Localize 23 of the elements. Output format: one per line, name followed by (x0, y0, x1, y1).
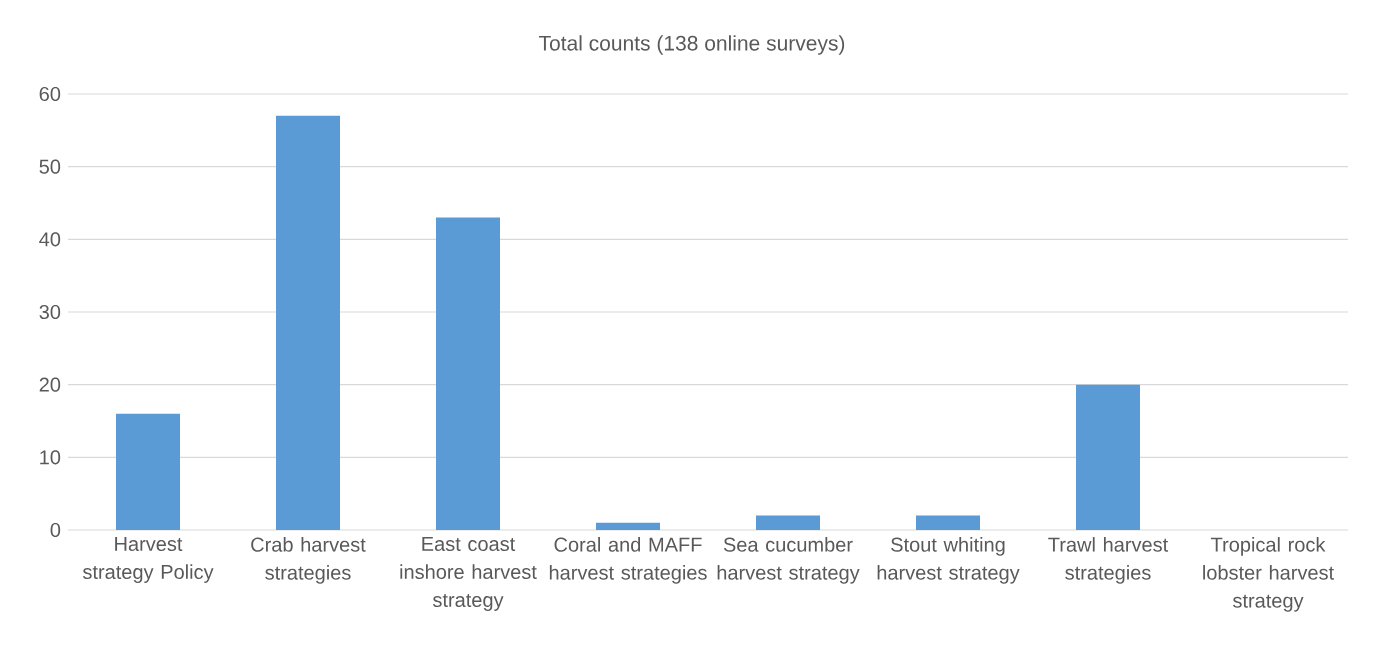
y-tick-label: 20 (39, 377, 61, 392)
bar (916, 515, 980, 530)
x-tick-label: Trawl harvest strategies (1048, 537, 1169, 584)
y-tick-label: 10 (40, 450, 61, 465)
bar (116, 413, 180, 530)
x-tick-label: Crab harvest strategies (251, 537, 366, 584)
y-tick-label: 30 (39, 304, 61, 320)
bar (1076, 384, 1141, 530)
x-tick-label: Coral and MAFF harvest strategies (549, 537, 707, 584)
bar (276, 115, 340, 530)
x-tick-label: Tropical rock lobster harvest strategy (1203, 537, 1334, 612)
bar (596, 522, 660, 530)
x-tick-label: Sea cucumber harvest strategy (717, 537, 860, 584)
chart-title: Total counts (138 online surveys) (538, 35, 845, 55)
y-tick-label: 0 (50, 522, 61, 538)
y-tick-label: 50 (39, 159, 61, 174)
x-tick-label: Harvest strategy Policy (82, 537, 214, 583)
bar (756, 515, 821, 530)
x-tick-label: East coast inshore harvest strategy (400, 537, 537, 611)
x-tick-label: Stout whiting harvest strategy (877, 537, 1020, 584)
y-tick-label: 60 (39, 86, 61, 102)
y-tick-label: 40 (39, 232, 61, 247)
bar (436, 217, 500, 530)
